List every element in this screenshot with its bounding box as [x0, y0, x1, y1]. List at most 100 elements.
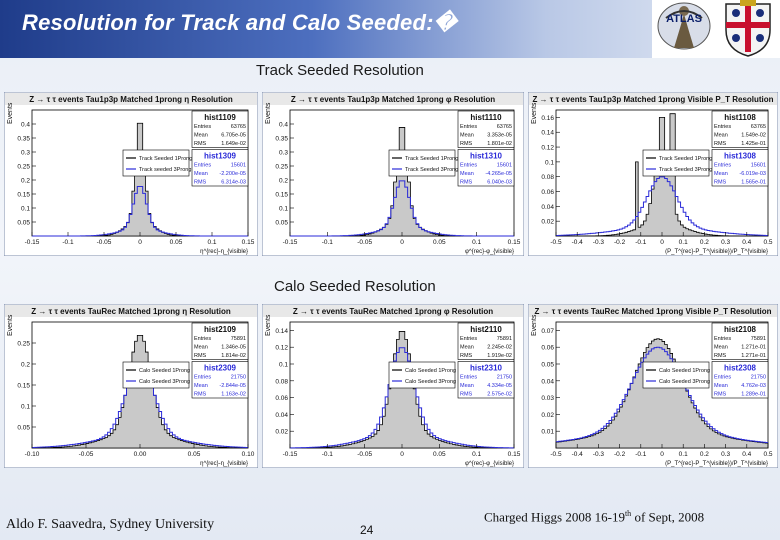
- y-axis-label: Events: [531, 314, 538, 336]
- stats-row-label: RMS: [714, 392, 727, 398]
- footer-conference-text: Charged Higgs 2008 16-19: [484, 509, 625, 525]
- x-tick-label: 0: [138, 239, 142, 246]
- x-tick-label: -0.4: [572, 451, 584, 458]
- stats-row-label: RMS: [194, 141, 207, 147]
- stats-row-value: 4.762e-03: [741, 383, 766, 389]
- y-tick-label: 0.01: [541, 429, 554, 436]
- x-tick-label: 0.2: [700, 451, 709, 458]
- y-tick-label: 0.12: [275, 345, 288, 352]
- calo-seeded-section-label: Calo Seeded Resolution: [274, 278, 436, 295]
- title-strip: [5, 305, 257, 317]
- chart-title: Z → τ τ events TauRec Matched 1prong φ R…: [293, 307, 493, 316]
- hist-panel-track-phi: Z → τ τ events Tau1p3p Matched 1prong φ …: [262, 92, 524, 256]
- x-tick-label: -0.5: [550, 239, 562, 246]
- legend-label: Calo Seeded 1Prong: [659, 368, 710, 374]
- histogram-series-2: [290, 180, 514, 237]
- stats-row-value: 1.425e-01: [741, 141, 766, 147]
- y-tick-label: 0.04: [541, 378, 554, 385]
- stats-box-2: [711, 361, 769, 399]
- x-tick-label: -0.1: [635, 451, 647, 458]
- title-strip: [529, 93, 777, 105]
- hist-panel-calo-phi: Z → τ τ events TauRec Matched 1prong φ R…: [262, 304, 524, 468]
- y-tick-label: 0.4: [21, 122, 30, 129]
- stats-row-label: RMS: [460, 141, 473, 147]
- y-tick-label: 0.35: [275, 136, 288, 143]
- stats-name: hist2110: [470, 325, 502, 334]
- stats-row-label: Entries: [714, 375, 731, 381]
- x-tick-label: 0.15: [508, 451, 521, 458]
- stats-row-label: Entries: [194, 336, 211, 342]
- atlas-logo: ATLAS: [652, 0, 716, 58]
- x-tick-label: 0.4: [742, 239, 751, 246]
- stats-row-value: 75891: [751, 336, 766, 342]
- stats-row-value: 1.271e-01: [741, 345, 766, 351]
- x-tick-label: -0.15: [25, 239, 40, 246]
- y-tick-label: 0.06: [275, 395, 288, 402]
- stats-row-value: 1.549e-02: [741, 133, 766, 139]
- stats-row-label: RMS: [194, 180, 207, 186]
- x-tick-label: 0: [400, 239, 404, 246]
- stats-row-label: Mean: [460, 171, 474, 177]
- stats-name: hist1110: [470, 113, 502, 122]
- y-tick-label: 0.08: [541, 174, 554, 181]
- y-tick-label: 0.05: [541, 362, 554, 369]
- legend-label: Track Seeded 3Prong: [405, 167, 458, 173]
- y-tick-label: 0.06: [541, 189, 554, 196]
- stats-box-2: [457, 361, 515, 399]
- stats-box-1: [191, 110, 249, 148]
- legend-box: [642, 149, 710, 177]
- stats-row-label: RMS: [460, 180, 473, 186]
- chart-title: Z → τ τ events Tau1p3p Matched 1prong Vi…: [532, 95, 773, 104]
- footer-author: Aldo F. Saavedra, Sydney University: [6, 517, 215, 532]
- hist-panel-calo-eta: Z → τ τ events TauRec Matched 1prong η R…: [4, 304, 258, 468]
- x-tick-label: -0.05: [357, 239, 372, 246]
- stats-row-label: Entries: [460, 124, 477, 130]
- stats-row-label: Entries: [714, 336, 731, 342]
- x-tick-label: -0.1: [62, 239, 74, 246]
- stats-row-label: Mean: [714, 171, 728, 177]
- x-tick-label: 0.05: [433, 451, 446, 458]
- y-tick-label: 0.25: [17, 341, 30, 348]
- stats-row-value: 1.346e-05: [221, 345, 246, 351]
- stats-box-2: [191, 149, 249, 187]
- x-tick-label: 0.4: [742, 451, 751, 458]
- x-tick-label: 0.1: [472, 239, 481, 246]
- stats-box-2: [191, 361, 249, 399]
- stats-row-label: RMS: [714, 180, 727, 186]
- x-tick-label: 0.05: [170, 239, 183, 246]
- hist-panel-calo-pt: Z → τ τ events TauRec Matched 1prong Vis…: [528, 304, 778, 468]
- x-tick-label: 0.10: [242, 451, 255, 458]
- stats-row-label: Mean: [460, 345, 474, 351]
- legend-label: Track seeded 3Prong: [139, 167, 191, 173]
- stats-row-value: 15601: [497, 163, 512, 169]
- y-tick-label: 0.1: [279, 362, 288, 369]
- x-tick-label: 0.05: [433, 239, 446, 246]
- stats-row-value: 1.814e-02: [221, 353, 246, 359]
- y-tick-label: 0.4: [279, 122, 288, 129]
- x-axis-label: η^{rec}-η_{visible}: [200, 461, 248, 467]
- legend-box: [122, 361, 190, 389]
- stats-row-value: 1.565e-01: [741, 180, 766, 186]
- stats-name: hist1309: [204, 152, 237, 161]
- legend-label: Calo Seeded 1Prong: [139, 368, 190, 374]
- x-tick-label: 0.1: [472, 451, 481, 458]
- y-tick-label: 0.1: [21, 404, 30, 411]
- stats-row-label: Mean: [714, 345, 728, 351]
- stats-row-value: 2.245e-02: [487, 345, 512, 351]
- legend-label: Track Seeded 1Prong: [659, 156, 712, 162]
- x-tick-label: 0.3: [721, 239, 730, 246]
- stats-row-label: RMS: [714, 141, 727, 147]
- stats-row-label: Mean: [194, 133, 208, 139]
- x-tick-label: 0: [660, 451, 664, 458]
- stats-row-label: RMS: [194, 392, 207, 398]
- stats-row-label: RMS: [460, 392, 473, 398]
- y-tick-label: 0.3: [279, 150, 288, 157]
- y-tick-label: 0.3: [21, 150, 30, 157]
- stats-row-label: Entries: [194, 124, 211, 130]
- legend-box: [388, 361, 456, 389]
- y-tick-label: 0.07: [541, 328, 554, 335]
- y-axis-label: Events: [265, 102, 272, 124]
- stats-box-1: [191, 322, 249, 360]
- y-tick-label: 0.02: [541, 412, 554, 419]
- stats-row-value: 1.289e-01: [741, 392, 766, 398]
